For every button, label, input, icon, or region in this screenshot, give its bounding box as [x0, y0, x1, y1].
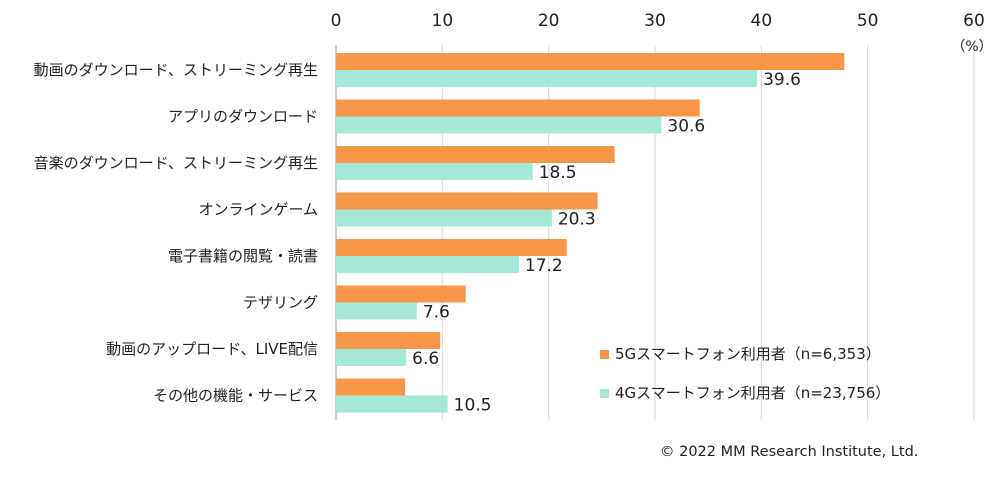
bar-4g: [336, 209, 552, 227]
bar-4g: [336, 256, 519, 273]
bar-4g: [336, 395, 448, 413]
x-tick-label: 0: [331, 11, 342, 31]
x-tick-label: 50: [857, 11, 879, 31]
bar-5g: [336, 285, 466, 303]
legend: 5Gスマートフォン利用者（n=6,353） 4Gスマートフォン利用者（n=23,…: [600, 345, 890, 423]
category-label: アプリのダウンロード: [168, 108, 318, 126]
data-label-4g: 17.2: [525, 256, 563, 276]
bar-4g: [336, 163, 533, 180]
bar-5g: [336, 239, 567, 256]
category-label: 音楽のダウンロード、ストリーミング再生: [34, 154, 318, 172]
legend-item-5g: 5Gスマートフォン利用者（n=6,353）: [600, 345, 890, 363]
category-labels: 動画のダウンロード、ストリーミング再生アプリのダウンロード音楽のダウンロード、ス…: [34, 61, 318, 405]
x-tick-label: 10: [432, 11, 454, 31]
unit-label: （%）: [951, 39, 992, 55]
data-label-4g: 7.6: [423, 303, 450, 323]
bars: [336, 53, 845, 413]
x-tick-label: 60: [963, 11, 985, 31]
legend-swatch-5g: [600, 349, 609, 359]
bar-4g: [336, 70, 758, 87]
category-label: オンラインゲーム: [198, 201, 318, 219]
data-label-4g: 20.3: [558, 210, 596, 230]
legend-item-4g: 4Gスマートフォン利用者（n=23,756）: [600, 384, 890, 402]
category-label: 電子書籍の閲覧・読書: [168, 247, 318, 265]
data-label-4g: 6.6: [412, 349, 439, 369]
data-label-4g: 30.6: [667, 117, 705, 137]
bar-5g: [336, 378, 406, 396]
category-label: 動画のダウンロード、ストリーミング再生: [34, 61, 318, 79]
data-labels: 39.6 30.6 18.5 20.3 17.2 7.6 6.6 10.5: [412, 70, 801, 416]
legend-swatch-4g: [600, 388, 609, 398]
bar-4g: [336, 116, 662, 134]
bar-5g: [336, 146, 615, 163]
copyright-credit: © 2022 MM Research Institute, Ltd.: [660, 444, 919, 460]
bar-4g: [336, 302, 417, 320]
data-label-4g: 10.5: [454, 396, 492, 416]
legend-label-4g: 4Gスマートフォン利用者（n=23,756）: [615, 384, 891, 402]
x-axis-ticks: 0 10 20 30 40 50 60: [331, 11, 985, 31]
x-tick-label: 40: [751, 11, 773, 31]
bar-5g: [336, 99, 700, 117]
data-label-4g: 39.6: [763, 70, 801, 90]
bar-5g: [336, 332, 441, 349]
x-tick-label: 30: [644, 11, 666, 31]
legend-label-5g: 5Gスマートフォン利用者（n=6,353）: [615, 345, 881, 363]
category-label: テザリング: [243, 294, 318, 312]
bar-5g: [336, 192, 598, 210]
bar-5g: [336, 53, 845, 70]
x-tick-label: 20: [538, 11, 560, 31]
category-label: その他の機能・サービス: [153, 387, 318, 405]
category-label: 動画のアップロード、LIVE配信: [106, 340, 318, 358]
bar-4g: [336, 349, 407, 366]
data-label-4g: 18.5: [539, 163, 577, 183]
